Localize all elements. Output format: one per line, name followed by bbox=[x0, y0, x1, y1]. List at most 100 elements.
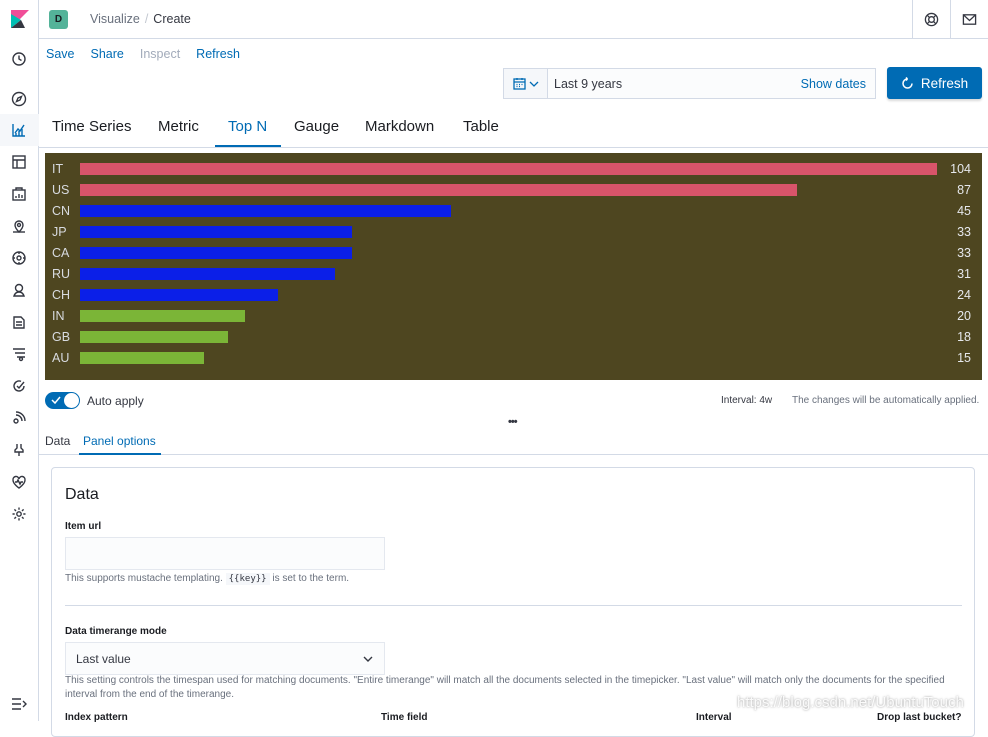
auto-apply-toggle[interactable] bbox=[45, 392, 80, 409]
tab-time-series[interactable]: Time Series bbox=[52, 118, 132, 135]
item-url-label: Item url bbox=[65, 521, 102, 532]
share-link[interactable]: Share bbox=[90, 47, 124, 61]
row-label: CN bbox=[52, 204, 71, 218]
monitoring-icon[interactable] bbox=[11, 474, 27, 490]
help-button[interactable] bbox=[912, 0, 950, 38]
auto-apply-message: The changes will be automatically applie… bbox=[792, 395, 980, 406]
interval-text: Interval: 4w bbox=[721, 395, 773, 406]
panel-title: Data bbox=[65, 486, 99, 503]
quick-menu-button[interactable] bbox=[504, 69, 548, 98]
bar[interactable] bbox=[80, 205, 451, 217]
interval-label: Interval bbox=[696, 712, 732, 723]
bar[interactable] bbox=[80, 163, 937, 175]
mail-icon bbox=[962, 13, 977, 25]
management-gear-icon[interactable] bbox=[11, 506, 27, 522]
breadcrumb-visualize[interactable]: Visualize bbox=[90, 12, 140, 26]
row-value: 87 bbox=[957, 183, 971, 197]
watermark: https://blog.csdn.net/UbuntuTouch bbox=[737, 694, 964, 711]
check-icon bbox=[51, 396, 61, 405]
tab-markdown[interactable]: Markdown bbox=[365, 118, 435, 135]
dashboard-icon[interactable] bbox=[11, 154, 27, 170]
visualize-chart-icon[interactable] bbox=[11, 122, 27, 138]
time-field-label: Time field bbox=[381, 712, 428, 723]
panel-resize-handle[interactable]: ••• bbox=[508, 416, 518, 428]
row-label: CA bbox=[52, 246, 70, 260]
calendar-icon bbox=[512, 78, 526, 90]
tab-gauge[interactable]: Gauge bbox=[294, 118, 340, 135]
dev-tools-icon[interactable] bbox=[11, 442, 27, 458]
panel-options-card: Data Item url This supports mustache tem… bbox=[51, 467, 975, 737]
discover-compass-icon[interactable] bbox=[11, 91, 27, 107]
maps-icon[interactable] bbox=[11, 218, 27, 234]
bar[interactable] bbox=[80, 289, 278, 301]
tab-top-n[interactable]: Top N bbox=[228, 118, 268, 135]
canvas-icon[interactable] bbox=[11, 186, 27, 202]
help-lifebuoy-icon bbox=[924, 12, 939, 26]
infrastructure-icon[interactable] bbox=[11, 282, 27, 298]
bar[interactable] bbox=[80, 247, 352, 259]
row-label: IT bbox=[52, 162, 64, 176]
item-url-help: This supports mustache templating. {{key… bbox=[65, 573, 350, 585]
tab-table[interactable]: Table bbox=[463, 118, 499, 135]
tab-panel-options[interactable]: Panel options bbox=[83, 434, 156, 448]
row-label: RU bbox=[52, 267, 71, 281]
row-label: JP bbox=[52, 225, 67, 239]
side-nav bbox=[0, 0, 39, 721]
timerange-help: This setting controls the timespan used … bbox=[65, 675, 945, 700]
siem-icon[interactable] bbox=[11, 410, 27, 426]
bar[interactable] bbox=[80, 184, 797, 196]
refresh-link[interactable]: Refresh bbox=[196, 47, 240, 61]
bar[interactable] bbox=[80, 310, 245, 322]
row-label: IN bbox=[52, 309, 65, 323]
chevron-down-icon bbox=[363, 656, 373, 662]
tab-data[interactable]: Data bbox=[45, 434, 71, 448]
bar[interactable] bbox=[80, 268, 335, 280]
drop-last-bucket-label: Drop last bucket? bbox=[877, 712, 962, 723]
bar[interactable] bbox=[80, 226, 352, 238]
row-label: CH bbox=[52, 288, 71, 302]
save-link[interactable]: Save bbox=[46, 47, 75, 61]
timerange-mode-label: Data timerange mode bbox=[65, 626, 167, 637]
collapse-nav-icon[interactable] bbox=[11, 697, 27, 716]
uptime-icon[interactable] bbox=[11, 378, 27, 394]
bar[interactable] bbox=[80, 331, 228, 343]
row-value: 15 bbox=[957, 351, 971, 365]
tab-metric[interactable]: Metric bbox=[158, 118, 199, 135]
row-value: 33 bbox=[957, 225, 971, 239]
viz-type-tabs: Time Series Metric Top N Gauge Markdown … bbox=[39, 108, 988, 148]
bar[interactable] bbox=[80, 352, 204, 364]
item-url-input[interactable] bbox=[65, 537, 385, 570]
top-n-chart: IT 104 US 87 CN 45 JP 33 CA 33 RU 31 CH 24 IN 20 GB 18 AU 1… bbox=[45, 153, 982, 380]
timerange-mode-select[interactable]: Last value bbox=[65, 642, 385, 675]
refresh-button[interactable]: Refresh bbox=[887, 67, 982, 99]
row-label: US bbox=[52, 183, 70, 197]
show-dates-link[interactable]: Show dates bbox=[800, 76, 866, 91]
logs-icon[interactable] bbox=[11, 314, 27, 330]
row-value: 104 bbox=[950, 162, 971, 176]
mail-button[interactable] bbox=[950, 0, 988, 38]
row-value: 24 bbox=[957, 288, 971, 302]
row-value: 33 bbox=[957, 246, 971, 260]
ml-icon[interactable] bbox=[11, 250, 27, 266]
mustache-code: {{key}} bbox=[225, 573, 270, 585]
top-menu: Save Share Inspect Refresh bbox=[46, 47, 240, 61]
inspect-link: Inspect bbox=[139, 47, 181, 61]
breadcrumb: Visualize / Create bbox=[90, 12, 191, 26]
breadcrumb-create: Create bbox=[153, 12, 191, 26]
recent-clock-icon[interactable] bbox=[11, 51, 27, 67]
row-value: 45 bbox=[957, 204, 971, 218]
chevron-down-icon bbox=[529, 81, 538, 87]
apm-icon[interactable] bbox=[11, 346, 27, 362]
row-label: AU bbox=[52, 351, 70, 365]
space-avatar[interactable]: D bbox=[49, 10, 68, 29]
top-header: D Visualize / Create bbox=[39, 0, 988, 39]
divider bbox=[65, 605, 962, 606]
active-subtab-underline bbox=[79, 453, 161, 455]
kibana-logo-icon[interactable] bbox=[11, 10, 29, 28]
refresh-icon bbox=[902, 76, 913, 89]
date-range-label[interactable]: Last 9 years bbox=[554, 76, 623, 91]
row-value: 20 bbox=[957, 309, 971, 323]
refresh-button-label: Refresh bbox=[920, 75, 969, 91]
row-value: 18 bbox=[957, 330, 971, 344]
row-value: 31 bbox=[957, 267, 971, 281]
